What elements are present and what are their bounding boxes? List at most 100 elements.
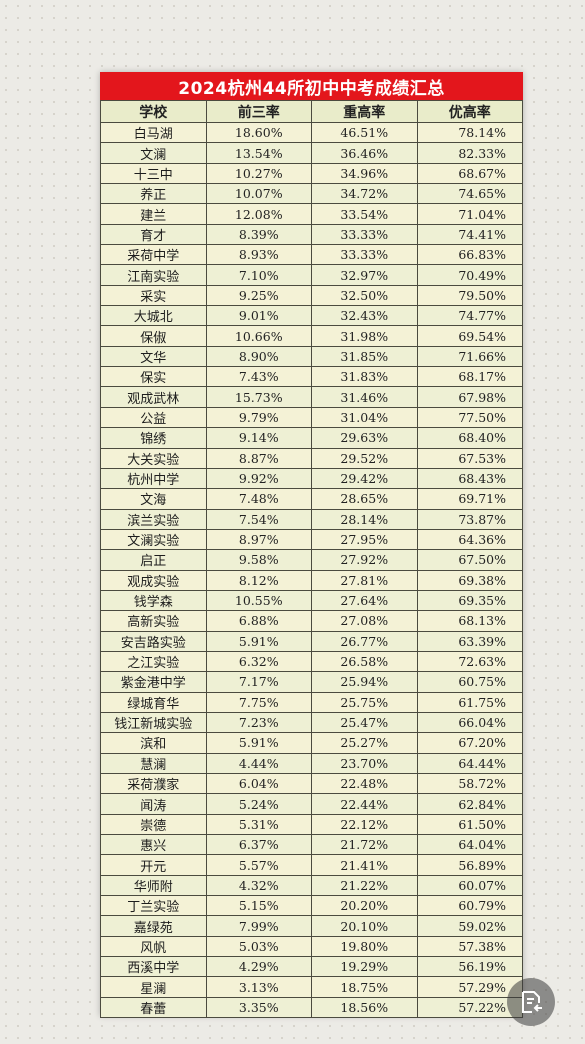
cell-school: 之江实验: [100, 650, 207, 673]
cell-good-high-rate: 62.84%: [416, 793, 523, 815]
table-row: 滨兰实验 7.54% 28.14% 73.87%: [100, 508, 523, 530]
table-row: 公益 9.79% 31.04% 77.50%: [100, 406, 523, 429]
cell-good-high-rate: 66.04%: [416, 711, 523, 734]
cell-school: 慧澜: [100, 752, 207, 775]
floating-action-button[interactable]: [507, 978, 555, 1026]
header-good-high-rate: 优高率: [416, 100, 523, 123]
score-table: 学校 前三率 重高率 优高率 白马湖 18.60% 46.51% 78.14% 文澜 13…: [100, 100, 523, 1019]
table-row: 采实 9.25% 32.50% 79.50%: [100, 284, 523, 307]
cell-good-high-rate: 68.17%: [416, 366, 523, 388]
cell-top3-rate: 9.58%: [205, 549, 312, 571]
cell-top3-rate: 4.29%: [205, 956, 312, 978]
cell-top3-rate: 9.92%: [205, 467, 312, 490]
cell-key-high-rate: 25.27%: [311, 732, 418, 754]
cell-key-high-rate: 26.77%: [311, 630, 418, 652]
cell-key-high-rate: 46.51%: [311, 121, 418, 144]
cell-key-high-rate: 21.72%: [311, 834, 418, 856]
cell-top3-rate: 8.12%: [205, 569, 312, 591]
cell-top3-rate: 3.13%: [205, 976, 312, 998]
cell-good-high-rate: 64.36%: [416, 528, 523, 551]
cell-school: 崇德: [100, 813, 207, 836]
cell-good-high-rate: 72.63%: [416, 650, 523, 673]
cell-school: 华师附: [100, 874, 207, 897]
table-row: 滨和 5.91% 25.27% 67.20%: [100, 732, 523, 754]
cell-good-high-rate: 74.65%: [416, 183, 523, 205]
cell-school: 采实: [100, 284, 207, 307]
table-row: 高新实验 6.88% 27.08% 68.13%: [100, 610, 523, 632]
cell-key-high-rate: 32.43%: [311, 305, 418, 327]
cell-good-high-rate: 61.50%: [416, 813, 523, 836]
cell-school: 风帆: [100, 935, 207, 958]
header-key-high-rate: 重高率: [311, 100, 418, 123]
cell-good-high-rate: 60.75%: [416, 671, 523, 693]
cell-top3-rate: 8.87%: [205, 447, 312, 469]
cell-key-high-rate: 25.94%: [311, 671, 418, 693]
table-row: 杭州中学 9.92% 29.42% 68.43%: [100, 467, 523, 490]
cell-top3-rate: 7.23%: [205, 711, 312, 734]
cell-top3-rate: 6.32%: [205, 650, 312, 673]
table-row: 文澜 13.54% 36.46% 82.33%: [100, 142, 523, 164]
table-row: 华师附 4.32% 21.22% 60.07%: [100, 874, 523, 897]
cell-top3-rate: 10.27%: [205, 162, 312, 185]
cell-key-high-rate: 27.81%: [311, 569, 418, 591]
cell-school: 高新实验: [100, 610, 207, 632]
header-school: 学校: [100, 100, 207, 123]
cell-key-high-rate: 29.63%: [311, 427, 418, 449]
cell-good-high-rate: 57.29%: [416, 976, 523, 998]
cell-key-high-rate: 27.95%: [311, 528, 418, 551]
cell-key-high-rate: 18.56%: [311, 996, 418, 1019]
cell-key-high-rate: 27.92%: [311, 549, 418, 571]
cell-school: 丁兰实验: [100, 895, 207, 917]
cell-top3-rate: 6.37%: [205, 834, 312, 856]
table-row: 钱江新城实验 7.23% 25.47% 66.04%: [100, 711, 523, 734]
table-row: 慧澜 4.44% 23.70% 64.44%: [100, 752, 523, 775]
table-row: 江南实验 7.10% 32.97% 70.49%: [100, 264, 523, 286]
cell-good-high-rate: 82.33%: [416, 142, 523, 164]
cell-key-high-rate: 18.75%: [311, 976, 418, 998]
cell-good-high-rate: 77.50%: [416, 406, 523, 429]
cell-good-high-rate: 71.04%: [416, 203, 523, 225]
cell-top3-rate: 9.25%: [205, 284, 312, 307]
table-row: 文澜实验 8.97% 27.95% 64.36%: [100, 528, 523, 551]
cell-key-high-rate: 28.14%: [311, 508, 418, 530]
table-row: 崇德 5.31% 22.12% 61.50%: [100, 813, 523, 836]
cell-key-high-rate: 27.64%: [311, 589, 418, 612]
cell-key-high-rate: 31.46%: [311, 386, 418, 408]
cell-good-high-rate: 64.44%: [416, 752, 523, 775]
cell-top3-rate: 9.01%: [205, 305, 312, 327]
cell-good-high-rate: 67.50%: [416, 549, 523, 571]
cell-school: 采荷濮家: [100, 772, 207, 795]
cell-school: 安吉路实验: [100, 630, 207, 652]
cell-key-high-rate: 23.70%: [311, 752, 418, 775]
cell-good-high-rate: 70.49%: [416, 264, 523, 286]
cell-school: 建兰: [100, 203, 207, 225]
cell-good-high-rate: 78.14%: [416, 121, 523, 144]
cell-good-high-rate: 69.71%: [416, 488, 523, 510]
cell-top3-rate: 5.91%: [205, 732, 312, 754]
table-row: 白马湖 18.60% 46.51% 78.14%: [100, 121, 523, 144]
cell-top3-rate: 5.15%: [205, 895, 312, 917]
table-row: 文华 8.90% 31.85% 71.66%: [100, 345, 523, 368]
cell-school: 保俶: [100, 325, 207, 347]
cell-school: 滨兰实验: [100, 508, 207, 530]
cell-top3-rate: 6.04%: [205, 772, 312, 795]
cell-school: 文澜: [100, 142, 207, 164]
cell-top3-rate: 8.90%: [205, 345, 312, 368]
cell-top3-rate: 5.24%: [205, 793, 312, 815]
cell-school: 观成实验: [100, 569, 207, 591]
cell-good-high-rate: 60.79%: [416, 895, 523, 917]
cell-school: 养正: [100, 183, 207, 205]
cell-good-high-rate: 68.67%: [416, 162, 523, 185]
cell-good-high-rate: 69.38%: [416, 569, 523, 591]
cell-school: 白马湖: [100, 121, 207, 144]
table-row: 养正 10.07% 34.72% 74.65%: [100, 183, 523, 205]
cell-school: 杭州中学: [100, 467, 207, 490]
cell-key-high-rate: 20.20%: [311, 895, 418, 917]
cell-school: 保实: [100, 366, 207, 388]
sheet-title: 2024杭州44所初中中考成绩汇总: [100, 72, 523, 100]
cell-key-high-rate: 34.96%: [311, 162, 418, 185]
cell-school: 钱江新城实验: [100, 711, 207, 734]
note-share-icon: [522, 991, 542, 1013]
cell-good-high-rate: 64.04%: [416, 834, 523, 856]
cell-top3-rate: 8.93%: [205, 244, 312, 266]
